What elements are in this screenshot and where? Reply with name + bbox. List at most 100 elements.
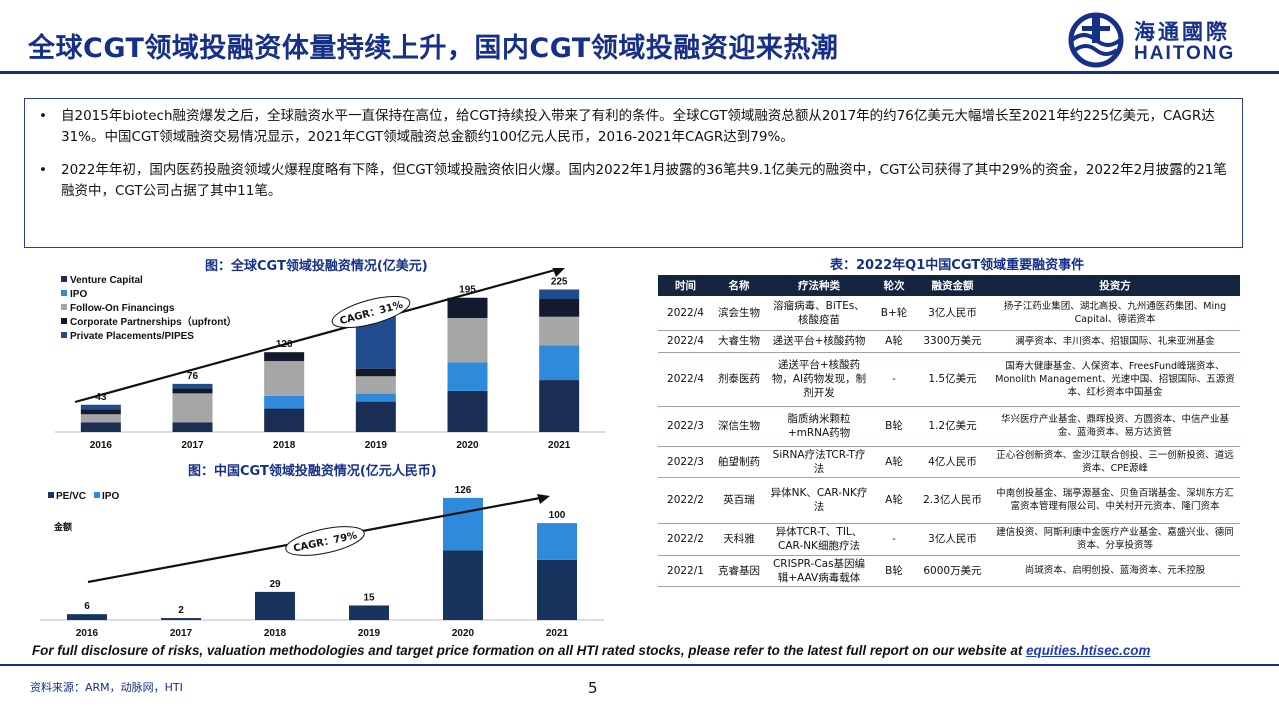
row-investors: 扬子江药业集团、湖北高投、九州通医药集团、Ming Capital、德诺资本 (990, 296, 1240, 331)
cagr-bubble (285, 526, 365, 556)
header-time: 时间 (658, 275, 713, 296)
row-name: 英百瑞 (713, 477, 765, 524)
row-round: B+轮 (873, 296, 915, 331)
china-financing-chart: 6 2016 2 2017 29 2018 15 2019 126 2020 100 2021 PE/V… (40, 485, 604, 639)
bar-segment (537, 559, 577, 620)
header-investors: 投资方 (990, 275, 1240, 296)
row-investors: 建信投资、阿斯利康中金医疗产业基金、嘉盛兴业、德同资本、分享投资等 (990, 523, 1240, 556)
header-amount: 融资金额 (915, 275, 990, 296)
row-investors: 尚珹资本、启明创投、蓝海资本、元禾控股 (990, 555, 1240, 587)
bar-segment (355, 368, 396, 377)
data-label: 100 (549, 510, 566, 521)
row-name: 舶望制药 (713, 446, 765, 478)
data-label: 195 (459, 285, 476, 296)
bar-segment (172, 388, 213, 394)
haitong-logo: 海通國際 HAITONG (1062, 10, 1272, 68)
row-name: 深信生物 (713, 406, 765, 447)
legend-swatch (94, 492, 100, 498)
row-round: B轮 (873, 555, 915, 587)
bar-segment (161, 618, 201, 620)
row-round: A轮 (873, 446, 915, 478)
summary-box: • 自2015年biotech融资爆发之后，全球融资水平一直保持在高位，给CGT… (24, 98, 1243, 248)
table-row: 2022/4 大睿生物 递送平台+核酸药物 A轮 3300万美元 澜亭资本、丰川资本、招银… (658, 330, 1240, 353)
row-time: 2022/4 (658, 296, 713, 331)
row-name: 滨会生物 (713, 296, 765, 331)
bar-segment (172, 422, 213, 432)
x-tick-label: 2016 (90, 440, 113, 451)
bar-segment (80, 409, 121, 415)
bar-segment (264, 408, 305, 432)
trend-arrow (74, 268, 556, 404)
row-investors: 国寿大健康基金、人保资本、FreesFund峰瑞资本、Monolith Mana… (990, 352, 1240, 407)
trend-arrowhead (537, 494, 550, 504)
bar-segment (539, 380, 580, 432)
table-title: 表：2022年Q1中国CGT领域重要融资事件 (830, 258, 1085, 273)
row-time: 2022/3 (658, 406, 713, 447)
source-note: 资料来源：ARM，动脉网，HTI (30, 681, 183, 694)
title-rule (0, 71, 1279, 74)
bar-segment (539, 316, 580, 346)
data-label: 15 (363, 592, 375, 603)
bar-segment (537, 523, 577, 560)
bullet-marker: • (39, 162, 47, 178)
logo-english-text: HAITONG (1134, 43, 1236, 64)
disclaimer: For full disclosure of risks, valuation … (32, 643, 1150, 658)
table-row: 2022/4 滨会生物 溶瘤病毒、BiTEs、核酸疫苗 B+轮 3亿人民币 扬子江药业集团… (658, 296, 1240, 331)
data-label: 29 (269, 579, 281, 590)
table-row: 2022/2 英百瑞 异体NK、CAR-NK疗法 A轮 2.3亿人民币 中南创投基金、瑞亭… (658, 477, 1240, 524)
bar-segment (172, 393, 213, 423)
row-therapy: CRISPR-Cas基因编辑+AAV病毒载体 (765, 555, 873, 587)
china-chart-title: 图：中国CGT领域投融资情况(亿元人民币) (188, 464, 437, 479)
row-investors: 正心谷创新资本、金沙江联合创投、三一创新投资、道远资本、CPE源峰 (990, 446, 1240, 478)
bar-segment (355, 376, 396, 394)
data-label: 126 (455, 485, 472, 496)
website-link[interactable]: equities.htisec.com (1026, 643, 1151, 658)
x-tick-label: 2017 (181, 440, 204, 451)
x-tick-label: 2021 (548, 440, 571, 451)
row-therapy: SiRNA疗法TCR-T疗法 (765, 446, 873, 478)
cagr-annotation: CAGR：79% (285, 526, 365, 556)
row-amount: 3亿人民币 (915, 523, 990, 556)
row-round: - (873, 523, 915, 556)
legend-label: PE/VC (56, 491, 86, 502)
header-name: 名称 (713, 275, 765, 296)
data-label: 6 (84, 601, 90, 612)
bar-segment (264, 395, 305, 409)
bar-segment (264, 361, 305, 396)
global-chart-title: 图：全球CGT领域投融资情况(亿美元) (205, 259, 428, 274)
row-amount: 4亿人民币 (915, 446, 990, 478)
table-header-row: 时间 名称 疗法种类 轮次 融资金额 投资方 (658, 275, 1240, 296)
row-amount: 3300万美元 (915, 330, 990, 353)
row-amount: 2.3亿人民币 (915, 477, 990, 524)
row-investors: 华兴医疗产业基金、鼎晖投资、方圆资本、中信产业基金、蓝海资本、易方达资管 (990, 406, 1240, 447)
row-time: 2022/4 (658, 330, 713, 353)
bar-segment (539, 289, 580, 299)
footer-rule (0, 664, 1279, 666)
legend-label: IPO (102, 491, 119, 502)
logo-chinese-text: 海通國際 (1134, 20, 1230, 44)
row-therapy: 溶瘤病毒、BiTEs、核酸疫苗 (765, 296, 873, 331)
legend-swatch (48, 492, 54, 498)
row-therapy: 递送平台+核酸药物，AI药物发现，制剂开发 (765, 352, 873, 407)
x-tick-label: 2020 (456, 440, 479, 451)
bar-segment (355, 394, 396, 402)
data-label: 76 (187, 371, 199, 382)
row-amount: 3亿人民币 (915, 296, 990, 331)
bar-segment (264, 352, 305, 362)
x-tick-label: 2018 (273, 440, 296, 451)
x-tick-label: 2017 (170, 628, 193, 639)
legend-label: Corporate Partnerships（upfront） (70, 315, 237, 328)
legend-label: Follow-On Financings (70, 303, 175, 314)
summary-bullet: • 自2015年biotech融资爆发之后，全球融资水平一直保持在高位，给CGT… (39, 106, 1230, 148)
x-tick-label: 2020 (452, 628, 475, 639)
legend-swatch (61, 304, 67, 310)
bar-segment (349, 605, 389, 620)
legend-swatch (61, 290, 67, 296)
legend-label: Private Placements/PIPES (70, 331, 194, 342)
y-axis-label: 金额 (53, 521, 72, 533)
trend-arrowhead (552, 268, 565, 277)
row-amount: 6000万美元 (915, 555, 990, 587)
row-time: 2022/2 (658, 523, 713, 556)
row-round: - (873, 352, 915, 407)
page-title: 全球CGT领域投融资体量持续上升，国内CGT领域投融资迎来热潮 (28, 33, 839, 64)
